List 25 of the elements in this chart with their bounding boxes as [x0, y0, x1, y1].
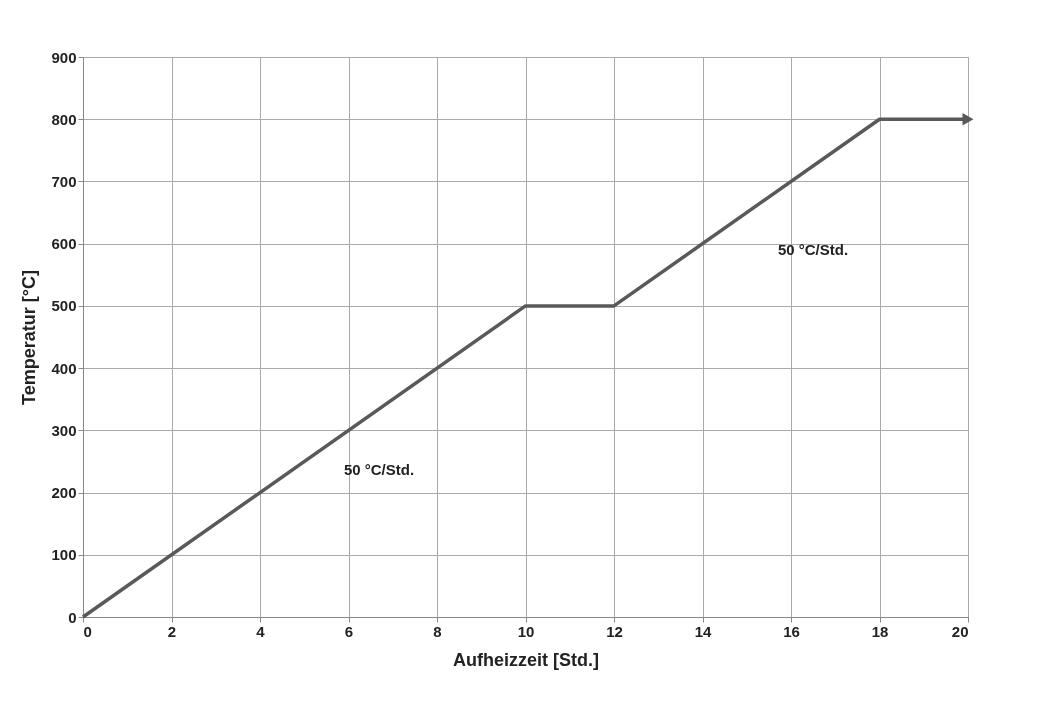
x-tick-label: 12 [606, 622, 623, 640]
x-tick-label: 20 [951, 622, 969, 640]
y-tick-label: 900 [51, 48, 77, 66]
x-tick-label: 10 [517, 622, 535, 640]
x-tick-label: 8 [433, 622, 442, 640]
y-tick-label: 500 [51, 297, 77, 315]
annotation: 50 °C/Std. [777, 241, 849, 258]
y-tick-label: 300 [51, 421, 77, 439]
y-tick-label: 100 [51, 546, 77, 564]
x-axis-title: Aufheizzeit [Std.] [453, 649, 599, 670]
x-tick-label: 6 [344, 622, 354, 640]
y-tick-label: 400 [51, 359, 77, 377]
x-tick-label: 4 [256, 622, 266, 640]
y-tick-label: 600 [51, 235, 77, 253]
x-tick-label: 14 [694, 622, 712, 640]
x-tick-label: 2 [167, 622, 177, 640]
y-tick-label: 0 [68, 608, 77, 626]
annotation: 50 °C/Std. [343, 461, 415, 478]
y-tick-label: 700 [51, 172, 77, 190]
x-tick-label: 18 [871, 622, 889, 640]
y-tick-label: 200 [51, 484, 77, 502]
y-axis-title: Temperatur [°C] [19, 270, 40, 405]
x-tick-label: 16 [783, 622, 800, 640]
y-tick-label: 800 [51, 110, 77, 128]
x-tick-label: 0 [83, 622, 92, 640]
